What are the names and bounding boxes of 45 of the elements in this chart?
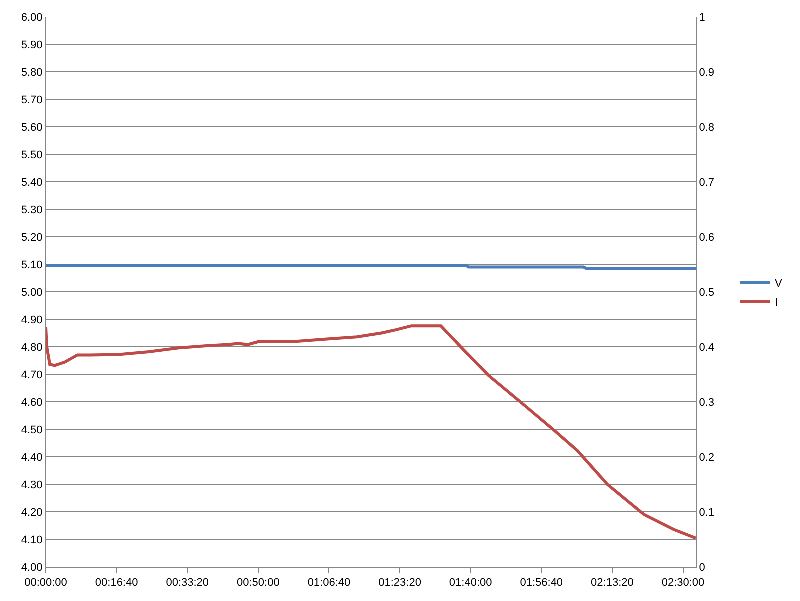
y-tick-label: 5.00 [21,286,43,299]
y-tick-label: 6.00 [21,12,43,24]
y2-tick-label: 0 [699,562,706,574]
y-tick-label: 5.60 [21,122,43,134]
x-tick-label: 02:13:20 [591,577,634,590]
y-tick-label: 5.30 [21,204,43,216]
x-tick-label: 02:30:00 [662,577,705,590]
legend-label: V [775,278,783,290]
y2-tick-label: 0.9 [699,66,714,79]
y-tick-label: 5.20 [21,232,43,244]
y-tick-label: 4.40 [21,452,43,464]
x-tick-label: 01:40:00 [449,577,492,590]
x-tick-label: 01:23:20 [378,577,422,590]
y2-tick-label: 0.1 [699,506,714,519]
y-tick-label: 4.60 [21,396,43,409]
y-tick-label: 4.80 [21,342,43,354]
y2-tick-label: 0.5 [699,286,714,299]
y2-tick-label: 0.7 [699,176,714,189]
y-tick-label: 4.20 [21,506,43,519]
y-tick-label: 5.70 [21,94,43,106]
x-tick-label: 01:56:40 [520,577,564,590]
y-tick-label: 4.10 [21,534,43,546]
y-tick-label: 4.90 [21,314,43,326]
y-tick-label: 4.00 [21,562,43,574]
y-tick-label: 4.50 [21,424,43,436]
legend-label: I [775,296,778,309]
y-tick-label: 5.10 [21,259,43,272]
x-tick-label: 00:50:00 [237,577,280,590]
y2-tick-label: 0.2 [699,452,714,464]
y-tick-label: 4.70 [21,369,43,382]
y2-tick-label: 0.6 [699,232,714,244]
y2-tick-label: 1 [699,12,706,24]
line-series [46,324,696,540]
x-tick-label: 00:16:40 [95,577,138,590]
y-tick-label: 5.90 [21,39,43,52]
y-tick-label: 5.50 [21,149,43,162]
y-tick-label: 5.80 [21,66,43,79]
y2-tick-label: 0.3 [699,396,714,409]
x-tick-label: 01:06:40 [308,577,351,590]
y-tick-label: 5.40 [21,176,43,189]
y-tick-label: 4.30 [21,479,43,492]
y2-tick-label: 0.4 [699,342,714,354]
x-tick-label: 00:00:00 [24,577,68,590]
x-tick-label: 00:33:20 [166,577,210,590]
y2-tick-label: 0.8 [699,122,714,134]
